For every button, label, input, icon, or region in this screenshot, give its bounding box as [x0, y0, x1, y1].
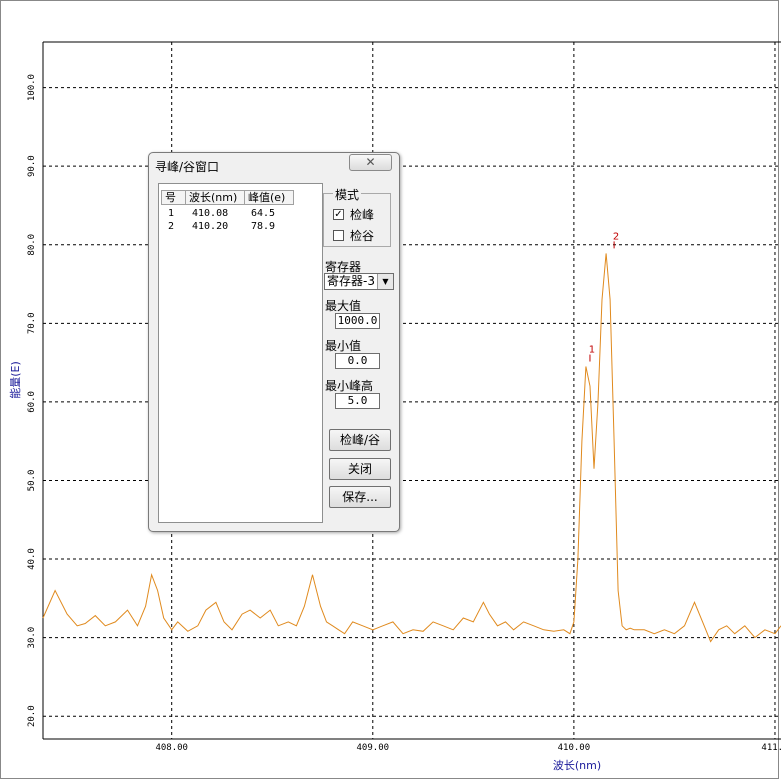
x-tick-label: 410.00	[558, 743, 591, 753]
mode-label: 模式	[333, 186, 362, 203]
valley-checkbox-row[interactable]: 检谷	[333, 227, 374, 244]
col-header-peak[interactable]: 峰值(e)	[244, 190, 294, 205]
row-peak: 78.9	[251, 221, 276, 232]
x-tick-label: 411.0	[761, 743, 781, 753]
y-axis-label: 能量(E)	[8, 361, 22, 399]
save-button[interactable]: 保存...	[329, 486, 391, 508]
detect-button[interactable]: 检峰/谷	[329, 429, 391, 451]
valley-checkbox[interactable]	[333, 230, 344, 241]
table-row[interactable]: 2 410.20 78.9	[161, 220, 294, 233]
register-select[interactable]: 寄存器-3 ▼	[324, 273, 394, 290]
row-peak: 64.5	[251, 208, 276, 219]
col-header-index[interactable]: 号	[161, 190, 185, 205]
peak-checkbox-row[interactable]: ✓ 检峰	[333, 206, 374, 223]
peak-marker-label: 1	[589, 345, 595, 356]
y-tick-label: 40.0	[27, 548, 37, 570]
y-tick-label: 20.0	[27, 705, 37, 727]
y-tick-label: 30.0	[27, 627, 37, 649]
x-tick-label: 409.00	[357, 743, 390, 753]
y-tick-label: 90.0	[27, 155, 37, 177]
y-tick-label: 50.0	[27, 470, 37, 492]
y-tick-label: 70.0	[27, 312, 37, 334]
max-label: 最大值	[325, 299, 362, 313]
min-input[interactable]: 0.0	[335, 353, 380, 369]
chevron-down-icon[interactable]: ▼	[377, 274, 393, 289]
y-tick-label: 100.0	[27, 74, 37, 101]
row-index: 1	[168, 208, 175, 219]
dialog-title: 寻峰/谷窗口	[155, 160, 220, 174]
close-icon[interactable]: ✕	[349, 154, 392, 171]
register-label: 寄存器	[325, 260, 362, 274]
valley-checkbox-label: 检谷	[350, 229, 375, 243]
spectrum-line	[42, 253, 781, 643]
close-button[interactable]: 关闭	[329, 458, 391, 480]
row-index: 2	[168, 221, 175, 232]
max-input[interactable]: 1000.0	[335, 313, 380, 329]
y-tick-label: 80.0	[27, 234, 37, 256]
peak-marker-label: 2	[613, 231, 619, 242]
x-tick-label: 408.00	[155, 743, 188, 753]
row-wavelength: 410.20	[192, 221, 229, 232]
col-header-wavelength[interactable]: 波长(nm)	[185, 190, 244, 205]
peak-checkbox[interactable]: ✓	[333, 209, 344, 220]
peak-valley-dialog[interactable]: 寻峰/谷窗口 ✕ 号 波长(nm) 峰值(e) 1 410.08 64.5 2 …	[148, 152, 400, 532]
row-wavelength: 410.08	[192, 208, 229, 219]
x-axis-label: 波长(nm)	[553, 759, 601, 772]
y-tick-label: 60.0	[27, 391, 37, 413]
register-select-value: 寄存器-3	[327, 274, 375, 288]
min-peak-input[interactable]: 5.0	[335, 393, 380, 409]
min-label: 最小值	[325, 339, 362, 353]
table-row[interactable]: 1 410.08 64.5	[161, 207, 294, 220]
min-peak-label: 最小峰高	[325, 379, 374, 393]
list-header: 号 波长(nm) 峰值(e)	[161, 190, 294, 205]
peak-list[interactable]: 号 波长(nm) 峰值(e) 1 410.08 64.5 2 410.20 78…	[158, 183, 323, 523]
peak-checkbox-label: 检峰	[350, 208, 375, 222]
